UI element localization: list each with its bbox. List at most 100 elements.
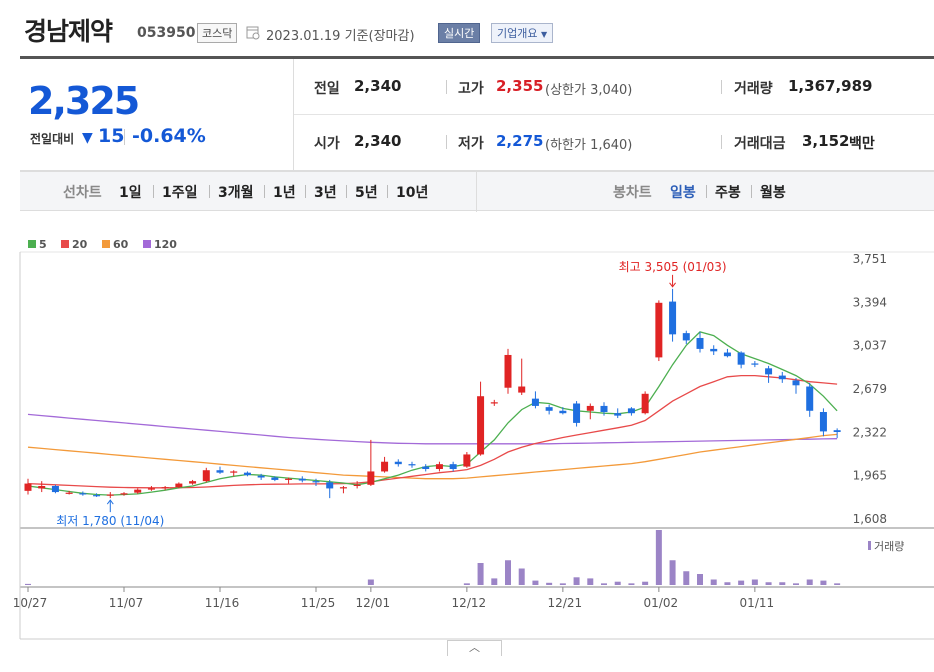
- period-1d[interactable]: 1일: [119, 185, 142, 201]
- candle-body: [422, 466, 430, 470]
- candle-body: [477, 396, 485, 455]
- candle: [93, 493, 101, 497]
- x-tick-label: 12/01: [356, 596, 391, 610]
- current-price-panel: 2,325 전일대비 ▼ 15 -0.64%: [20, 59, 294, 171]
- candle-body: [765, 368, 773, 375]
- period-10y[interactable]: 10년: [396, 185, 429, 201]
- market-badge: 코스닥: [197, 23, 238, 43]
- candle-body: [381, 461, 389, 472]
- candle: [765, 365, 773, 383]
- chart-annotations: 최고 3,505 (01/03) 최저 1,780 (11/04): [56, 260, 726, 528]
- date-basis: 기준(장마감): [344, 29, 415, 44]
- y-tick-label: 1,608: [853, 512, 887, 526]
- candle-body: [189, 481, 197, 484]
- high-label: 고가: [458, 81, 484, 97]
- period-1y[interactable]: 1년: [273, 185, 296, 201]
- candle-daily[interactable]: 일봉: [670, 185, 696, 201]
- volume-bar: [573, 577, 580, 585]
- stock-header: 경남제약 053950 코스닥 2023.01.19 기준(장마감) 실시간 기…: [0, 0, 934, 56]
- candle-weekly[interactable]: 주봉: [715, 185, 741, 201]
- candle-body: [326, 482, 334, 489]
- chart-grid: [19, 251, 934, 640]
- candle-body: [298, 478, 306, 481]
- volume-bar: [834, 583, 841, 585]
- chart-canvas: 5 20 60 120 3,751 3,394 3,037 2,679 2,322 1,965 1…: [13, 238, 934, 640]
- x-tick-label: 11/25: [301, 596, 336, 610]
- candlesticks: [24, 288, 841, 499]
- candle: [573, 401, 581, 427]
- candle: [669, 288, 677, 342]
- candle-body: [614, 413, 622, 416]
- volume-bar: [751, 579, 758, 585]
- change-divider: [124, 129, 125, 145]
- candle-body: [147, 488, 155, 490]
- candle: [806, 382, 814, 417]
- ma-line-60: [27, 433, 838, 480]
- stats-divider: [446, 80, 447, 94]
- period-1w[interactable]: 1주일: [162, 185, 198, 201]
- period-3m[interactable]: 3개월: [218, 185, 254, 201]
- candle: [627, 407, 635, 416]
- candle: [655, 300, 663, 362]
- prev-close-value: 2,340: [354, 77, 402, 95]
- volume-bar: [820, 580, 827, 585]
- candle-body: [243, 472, 251, 476]
- candle-body: [559, 410, 567, 414]
- x-tick-label: 01/11: [740, 596, 775, 610]
- company-overview-button[interactable]: 기업개요 ▼: [491, 23, 554, 43]
- candle-body: [682, 333, 690, 341]
- candle: [189, 479, 197, 485]
- candle-body: [312, 481, 320, 483]
- y-tick-label: 3,394: [853, 295, 887, 309]
- candle: [737, 351, 745, 369]
- amount-value: 3,152: [802, 132, 850, 150]
- line-chart-label: 선차트: [63, 185, 102, 201]
- low-value: 2,275: [496, 132, 544, 150]
- candle-body: [339, 487, 347, 489]
- stats-divider: [446, 135, 447, 149]
- candle-body: [353, 484, 361, 486]
- volume-bar: [601, 583, 607, 585]
- realtime-button[interactable]: 실시간: [438, 23, 481, 43]
- legend-label: 120: [154, 238, 177, 251]
- volume-bar: [559, 583, 566, 585]
- candle: [147, 485, 155, 491]
- candle-monthly[interactable]: 월봉: [760, 185, 786, 201]
- volume-bar: [642, 581, 649, 585]
- candle-body: [723, 352, 731, 357]
- candle: [435, 461, 443, 472]
- candle: [600, 402, 608, 416]
- volume-bar: [738, 580, 745, 585]
- candle-body: [134, 489, 142, 493]
- candle: [682, 330, 690, 345]
- candle: [175, 482, 183, 489]
- candle: [449, 461, 457, 472]
- period-5y[interactable]: 5년: [355, 185, 378, 201]
- candle: [367, 439, 375, 486]
- upper-limit: (상한가 3,040): [545, 83, 633, 98]
- high-value: 2,355: [496, 77, 544, 95]
- legend-label: 5: [39, 238, 47, 251]
- stats-divider: [721, 135, 722, 149]
- period-3y[interactable]: 3년: [314, 185, 337, 201]
- candle: [230, 470, 238, 477]
- candle-body: [51, 485, 59, 493]
- candle: [792, 378, 800, 394]
- y-tick-label: 2,322: [853, 425, 887, 439]
- volume-bar: [587, 578, 594, 585]
- candle-body: [408, 464, 416, 466]
- stock-name: 경남제약: [24, 17, 113, 46]
- candle-body: [819, 411, 827, 432]
- volume-bar: [463, 583, 470, 585]
- toolbar-divider: [305, 185, 306, 198]
- candle: [134, 488, 142, 494]
- candle: [408, 461, 416, 468]
- candle-body: [449, 464, 457, 470]
- collapse-chart-button[interactable]: ︿: [447, 640, 502, 656]
- y-axis-labels: 3,751 3,394 3,037 2,679 2,322 1,965 1,608: [853, 252, 887, 526]
- amount-unit: 백만: [849, 136, 875, 152]
- volume-bars: 거래량: [25, 530, 904, 585]
- candle: [339, 485, 347, 494]
- header-divider: [20, 56, 934, 59]
- legend-label: 20: [72, 238, 88, 251]
